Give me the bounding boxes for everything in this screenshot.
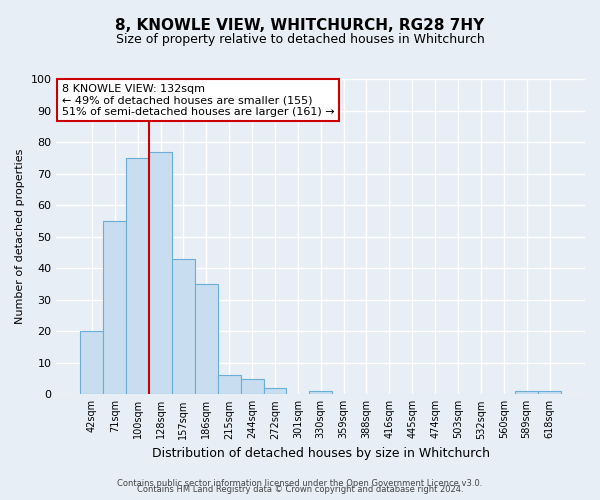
Bar [309, 391, 332, 394]
Bar [149, 152, 172, 394]
Text: Size of property relative to detached houses in Whitchurch: Size of property relative to detached ho… [116, 32, 484, 46]
Bar [263, 388, 286, 394]
Y-axis label: Number of detached properties: Number of detached properties [15, 149, 25, 324]
Bar [126, 158, 149, 394]
Bar [538, 391, 561, 394]
Text: Contains HM Land Registry data © Crown copyright and database right 2024.: Contains HM Land Registry data © Crown c… [137, 484, 463, 494]
Text: 8 KNOWLE VIEW: 132sqm
← 49% of detached houses are smaller (155)
51% of semi-det: 8 KNOWLE VIEW: 132sqm ← 49% of detached … [62, 84, 334, 117]
Bar [103, 221, 126, 394]
Bar [515, 391, 538, 394]
X-axis label: Distribution of detached houses by size in Whitchurch: Distribution of detached houses by size … [152, 447, 490, 460]
Text: 8, KNOWLE VIEW, WHITCHURCH, RG28 7HY: 8, KNOWLE VIEW, WHITCHURCH, RG28 7HY [115, 18, 485, 32]
Bar [218, 376, 241, 394]
Text: Contains public sector information licensed under the Open Government Licence v3: Contains public sector information licen… [118, 478, 482, 488]
Bar [172, 258, 195, 394]
Bar [80, 331, 103, 394]
Bar [241, 378, 263, 394]
Bar [195, 284, 218, 395]
